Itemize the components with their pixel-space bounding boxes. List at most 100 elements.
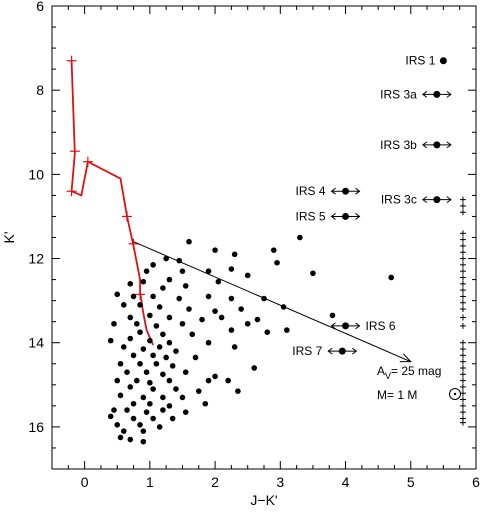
data-point [156,344,163,350]
data-point [160,394,166,401]
axis-labels-group: J−K' K' [1,231,278,508]
data-point [127,436,134,443]
source-arrowhead [422,196,428,204]
source-label: IRS 4 [296,184,326,198]
data-point [169,415,176,422]
sun-symbol-dot [453,392,457,396]
source-arrowhead [351,347,358,355]
data-point [192,354,199,361]
data-point [228,295,235,302]
source-point [439,57,447,65]
data-point [140,428,147,434]
data-point [150,415,156,422]
data-point [166,377,173,384]
x-tick-label: 5 [407,474,415,490]
data-point [329,312,336,319]
source-label: IRS 3c [381,193,417,207]
y-axis-label: K' [1,231,17,243]
data-point [228,266,235,272]
data-point [137,329,143,336]
data-point [163,354,169,361]
data-point [150,386,156,392]
data-point [270,247,277,253]
data-point [231,344,238,350]
x-tick-label: 0 [81,474,89,490]
data-point [182,283,189,289]
source-label: IRS 3a [380,87,417,101]
data-point [163,255,169,262]
source-arrowhead [422,90,428,98]
data-point [212,247,218,253]
data-point [130,400,137,407]
data-point [147,400,153,407]
data-point [107,413,114,420]
data-point [244,272,251,279]
data-point [114,422,121,428]
data-point [182,409,189,415]
source-label: IRS 6 [366,319,396,333]
extinction-annotation: AV= 25 mag [377,364,441,381]
data-point [156,424,163,430]
data-point [114,377,121,384]
reddening-vector-group [133,241,412,363]
data-point [117,392,124,399]
source-arrowhead [330,213,336,220]
data-point [212,308,218,314]
data-point [120,428,127,434]
data-point [127,335,134,342]
data-point [134,320,140,327]
data-point [160,331,166,338]
data-point [114,291,121,298]
data-point [264,329,271,336]
labeled-sources-group: IRS 1 IRS 3a IRS 3b IRS 3c IRS 4 IRS 5 IRS 6 IR… [292,54,452,358]
data-point [176,295,182,302]
data-point [150,352,156,359]
y-tick-label: 12 [28,251,44,267]
data-point [127,384,134,390]
data-point [147,312,153,319]
source-arrowhead [355,213,361,220]
data-point [189,331,196,338]
data-point [137,360,143,367]
data-point [111,320,117,327]
data-point [388,274,395,281]
data-point [297,234,303,241]
data-point [120,344,127,350]
x-tick-label: 6 [472,474,480,490]
data-point [107,337,114,344]
source-arrowhead [330,187,336,195]
data-point [235,388,241,394]
source-label: IRS 3b [380,138,417,152]
data-point [111,407,117,413]
data-point [205,339,212,346]
source-arrowhead [446,196,452,204]
data-point [150,293,156,300]
data-point [143,268,150,274]
data-point [205,293,212,300]
data-point [215,278,222,285]
data-point [160,371,166,378]
data-point [150,262,156,268]
data-point [182,369,189,375]
data-point [244,320,251,327]
data-point [166,403,173,409]
data-point [147,337,153,344]
data-point [254,316,261,323]
data-point [143,409,150,415]
source-arrowhead [330,322,336,330]
x-tick-label: 2 [211,474,219,490]
mass-annotation: M= 1 M [377,388,417,402]
data-point [186,238,192,245]
data-point [212,373,218,380]
y-tick-label: 6 [36,0,44,14]
data-point [134,377,140,384]
data-point [137,422,143,428]
y-tick-label: 8 [36,82,44,98]
data-point [251,365,258,371]
data-point [179,268,186,274]
x-tick-label: 1 [146,474,154,490]
data-point [140,278,147,285]
data-point [137,302,143,308]
data-point [195,388,202,394]
